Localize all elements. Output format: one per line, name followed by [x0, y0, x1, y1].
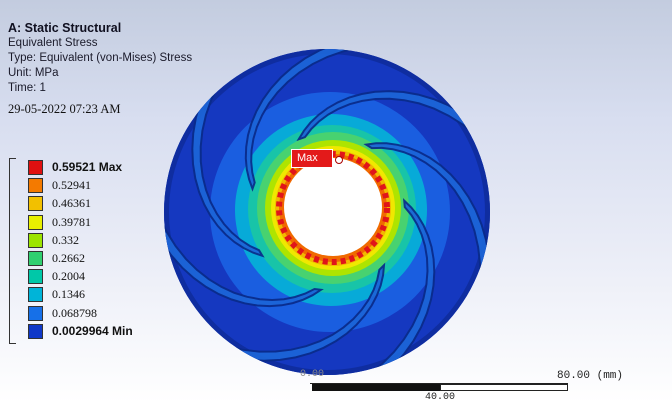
- scale-left-label: 0.00: [300, 369, 325, 380]
- legend-entry: 0.46361: [28, 195, 178, 212]
- scale-bar-white-segment: [440, 384, 568, 391]
- scale-right-label: 80.00 (mm): [557, 370, 624, 382]
- legend-value-label: 0.2004: [52, 269, 85, 284]
- impeller-blade: [244, 49, 361, 192]
- result-datetime: 29-05-2022 07:23 AM: [8, 102, 121, 116]
- max-probe-marker: [335, 156, 343, 164]
- legend-color-swatch: [28, 196, 43, 212]
- result-info: A: Static Structural Equivalent Stress T…: [8, 21, 192, 117]
- impeller-blade: [164, 215, 324, 308]
- scale-mid-label: 40.00: [425, 392, 456, 403]
- legend-value-label: 0.332: [52, 232, 79, 247]
- legend-entry: 0.52941: [28, 177, 178, 194]
- legend-entry: 0.068798: [28, 305, 178, 321]
- legend-color-swatch: [28, 323, 43, 339]
- result-unit: Unit: MPa: [8, 67, 59, 79]
- legend-entry: 0.0029964 Min: [28, 323, 178, 339]
- legend-entry: 0.39781: [28, 214, 178, 230]
- legend-color-swatch: [28, 287, 43, 303]
- legend-value-label: 0.52941: [52, 178, 91, 193]
- legend-value-label: 0.46361: [52, 196, 91, 211]
- result-type: Type: Equivalent (von-Mises) Stress: [8, 52, 193, 64]
- legend-color-swatch: [28, 305, 43, 321]
- max-probe-label[interactable]: Max: [291, 149, 333, 168]
- result-time: Time: 1: [8, 82, 46, 94]
- legend-value-label: 0.2662: [52, 251, 85, 265]
- legend-color-swatch: [28, 232, 43, 248]
- legend-color-swatch: [28, 214, 43, 230]
- legend-color-swatch: [28, 269, 43, 285]
- legend-value-label: 0.0029964 Min: [52, 323, 133, 338]
- legend-entry: 0.1346: [28, 286, 178, 303]
- legend-value-label: 0.59521 Max: [52, 160, 123, 174]
- legend-entry: 0.2662: [28, 250, 178, 266]
- legend-color-swatch: [28, 178, 43, 194]
- legend-color-swatch: [28, 160, 43, 175]
- legend-value-label: 0.1346: [52, 287, 85, 302]
- scale-bar-line: [310, 383, 568, 384]
- analysis-title: A: Static Structural: [8, 21, 122, 35]
- result-name: Equivalent Stress: [8, 37, 98, 49]
- legend-entry: 0.2004: [28, 268, 178, 285]
- legend-value-label: 0.39781: [52, 214, 91, 229]
- legend-entry: 0.59521 Max: [28, 159, 178, 175]
- legend-entry: 0.332: [28, 232, 178, 248]
- scale-bar-black-segment: [312, 384, 440, 391]
- legend-value-label: 0.068798: [52, 305, 97, 320]
- legend-color-swatch: [28, 251, 43, 266]
- legend-bracket: [9, 158, 16, 344]
